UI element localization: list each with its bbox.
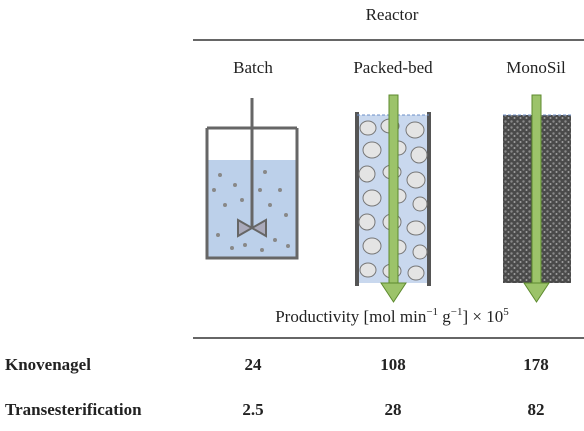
batch-reactor [207,98,297,258]
label-sup: −1 [426,306,438,318]
column-header: Packed-bed [353,58,433,77]
label-part: g [438,307,451,326]
column-header: Batch [233,58,273,77]
header-title: Reactor [366,5,419,24]
packed-bed-reactor [357,95,429,302]
label-sup: −1 [451,306,463,318]
cell: 28 [385,400,402,419]
cell: 24 [245,355,263,374]
label-sup: 5 [503,306,509,318]
column-header: MonoSil [506,58,566,77]
label-part: ] × 10 [463,307,504,326]
cell: 178 [523,355,549,374]
row-label: Knovenagel [5,355,91,374]
cell: 108 [380,355,406,374]
row-label: Transesterification [5,400,142,419]
cell: 2.5 [242,400,263,419]
productivity-label: Productivity [mol min−1 g−1] × 105 [275,306,509,326]
table-body: Knovenagel 24 108 178 Transesterification 2.5… [5,355,549,419]
cell: 82 [528,400,545,419]
figure: Reactor Batch Packed-bed MonoSil [0,0,584,431]
label-part: Productivity [mol min [275,307,427,326]
monosil-reactor [503,95,571,302]
